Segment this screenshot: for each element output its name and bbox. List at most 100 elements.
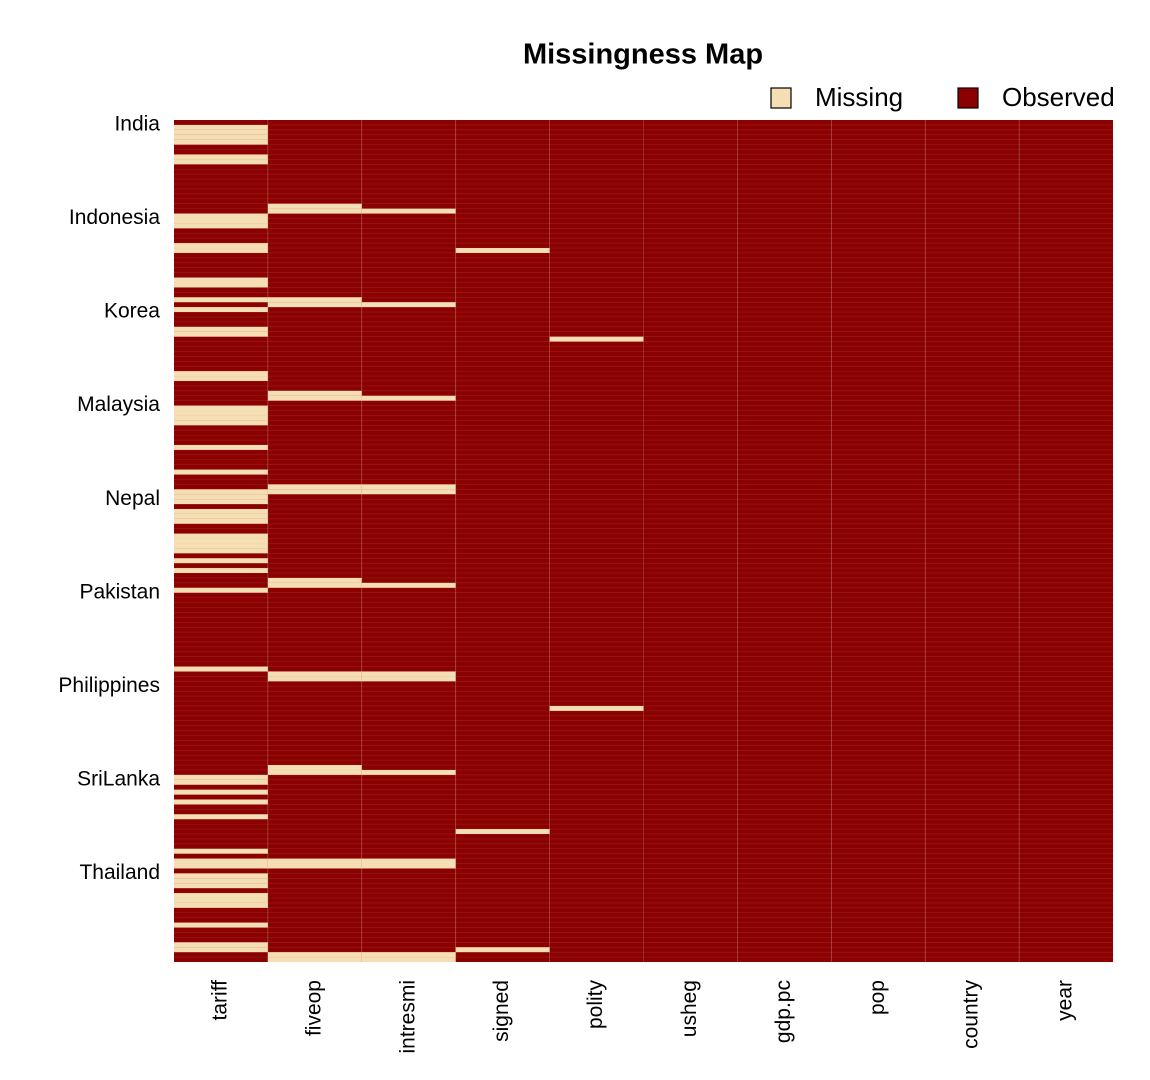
missing-cell	[361, 484, 456, 490]
observed-column	[1019, 120, 1113, 962]
missing-cell	[174, 154, 268, 160]
missing-cell	[267, 395, 362, 401]
missing-cell	[174, 134, 268, 140]
missing-cell	[174, 297, 268, 303]
missing-cell	[174, 248, 268, 253]
missing-cell	[267, 203, 362, 209]
y-tick-label: India	[114, 113, 160, 136]
missing-cell	[174, 499, 268, 505]
missing-cell	[174, 139, 268, 145]
missing-cell	[174, 848, 268, 854]
missing-cell	[267, 208, 362, 214]
missing-cell	[267, 577, 362, 583]
missing-cell	[174, 159, 268, 165]
missing-cell	[361, 582, 456, 588]
missing-cell	[267, 582, 362, 588]
chart-title: Missingness Map	[523, 39, 763, 71]
observed-column	[643, 120, 738, 962]
missing-cell	[174, 789, 268, 795]
missing-cell	[455, 947, 550, 953]
missing-cell	[174, 218, 268, 224]
y-tick-label: SriLanka	[77, 767, 160, 790]
missing-cell	[174, 814, 268, 820]
missing-cell	[361, 952, 456, 958]
missing-cell	[361, 395, 456, 401]
legend-swatch	[770, 87, 792, 109]
x-tick-label: polity	[584, 980, 607, 1030]
missing-cell	[174, 897, 268, 903]
missing-cell	[174, 326, 268, 332]
missing-cell	[267, 957, 362, 962]
missing-cell	[174, 893, 268, 898]
missing-cell	[174, 415, 268, 421]
missing-cell	[174, 277, 268, 283]
y-tick-label: Thailand	[79, 861, 160, 884]
observed-column	[737, 120, 832, 962]
missing-cell	[174, 548, 268, 554]
missing-cell	[174, 902, 268, 908]
missing-cell	[455, 829, 550, 834]
x-tick-label: signed	[490, 980, 513, 1042]
missing-cell	[174, 513, 268, 519]
y-tick-label: Korea	[104, 300, 160, 323]
missing-cell	[174, 873, 268, 879]
missing-cell	[174, 420, 268, 426]
missing-cell	[549, 336, 644, 342]
missing-cell	[174, 469, 268, 475]
missing-cell	[174, 410, 268, 416]
observed-column	[831, 120, 926, 962]
missing-cell	[455, 248, 550, 253]
missing-cell	[267, 297, 362, 303]
missing-cell	[549, 705, 644, 711]
missing-cell	[174, 371, 268, 377]
missing-cell	[174, 558, 268, 564]
x-tick-label: usheg	[678, 980, 701, 1037]
missing-cell	[361, 208, 456, 214]
missing-cell	[174, 376, 268, 381]
missing-cell	[174, 779, 268, 785]
missing-cell	[174, 213, 268, 219]
observed-column	[549, 120, 644, 962]
missing-cell	[174, 331, 268, 337]
missing-cell	[361, 489, 456, 495]
x-tick-label: gdp.pc	[772, 980, 795, 1043]
missing-cell	[361, 302, 456, 308]
y-tick-label: Philippines	[58, 674, 160, 697]
missing-cell	[174, 282, 268, 288]
missing-cell	[174, 863, 268, 869]
missing-cell	[174, 533, 268, 539]
missing-cell	[174, 942, 268, 948]
missing-cell	[174, 774, 268, 780]
missing-cell	[174, 538, 268, 544]
missing-cell	[267, 671, 362, 677]
missing-cell	[267, 952, 362, 958]
x-tick-label: year	[1054, 980, 1077, 1021]
missing-cell	[174, 666, 268, 672]
missing-cell	[267, 769, 362, 775]
missing-cell	[174, 223, 268, 229]
missing-cell	[174, 878, 268, 884]
legend-swatch	[957, 87, 979, 109]
missing-cell	[174, 518, 268, 524]
missing-cell	[361, 957, 456, 962]
missing-cell	[174, 508, 268, 514]
missing-cell	[361, 676, 456, 682]
x-tick-label: fiveop	[302, 980, 325, 1036]
y-tick-label: Indonesia	[69, 206, 160, 229]
missing-cell	[267, 484, 362, 490]
missing-cell	[174, 922, 268, 928]
legend-label: Observed	[1002, 82, 1115, 112]
missing-cell	[267, 863, 362, 869]
missing-cell	[174, 858, 268, 864]
legend-label: Missing	[815, 82, 903, 112]
missing-cell	[267, 390, 362, 396]
missing-cell	[267, 858, 362, 864]
missing-cell	[267, 489, 362, 495]
missing-cell	[174, 947, 268, 953]
missing-cell	[174, 799, 268, 805]
observed-column	[455, 120, 550, 962]
x-tick-label: country	[960, 980, 983, 1049]
missing-cell	[267, 676, 362, 682]
missing-cell	[174, 405, 268, 411]
